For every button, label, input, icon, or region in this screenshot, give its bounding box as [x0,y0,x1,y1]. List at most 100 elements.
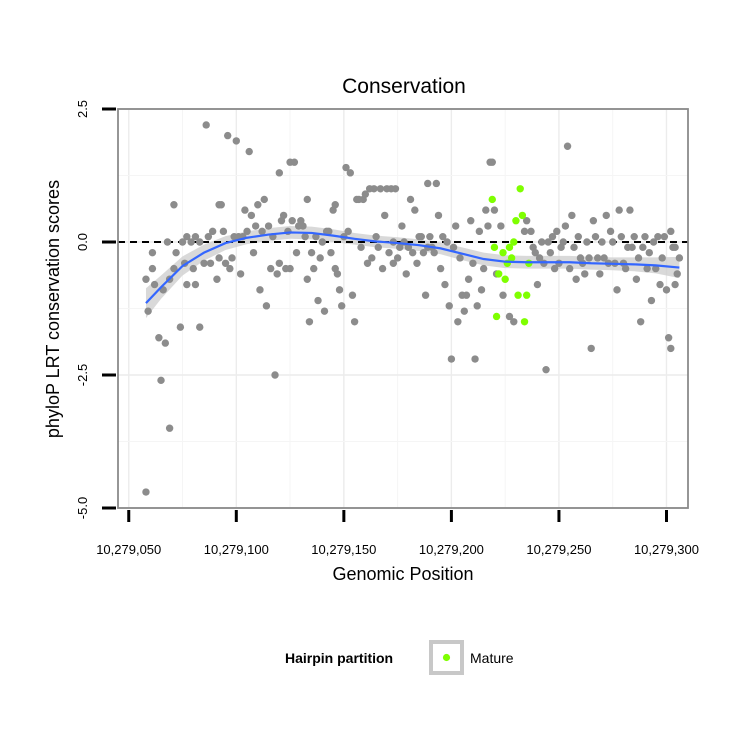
data-point [342,163,350,172]
x-tick-label: 10,279,100 [204,542,269,557]
smooth-line [145,231,680,304]
data-point [658,254,666,262]
data-point [436,264,445,273]
data-point [497,222,505,230]
data-point [434,211,443,220]
data-point [413,259,421,267]
data-point [600,254,608,262]
data-point [671,243,679,252]
data-point [361,190,370,198]
data-point [593,254,602,262]
data-point [256,286,264,294]
data-point [591,232,600,241]
data-point [200,259,208,267]
data-point [649,238,658,246]
data-point [449,243,458,252]
data-point [385,248,393,257]
data-point [467,217,475,225]
data-point [142,488,150,496]
data-point [445,302,453,310]
data-point [148,248,157,257]
data-point [368,254,376,262]
data-point [583,238,591,246]
y-axis: -5.0 -2.5 0.0 2.5 [75,100,116,519]
data-point [473,302,481,310]
data-point [258,227,266,236]
data-point [632,275,641,283]
data-point [335,286,344,294]
data-point [488,158,496,166]
data-point [451,222,460,230]
data-point [617,232,626,241]
data-point [260,195,268,204]
data-point [148,264,157,273]
data-point [288,217,296,225]
data-point [320,307,329,315]
data-point [236,270,245,278]
data-point [381,211,389,220]
data-point [411,206,419,214]
data-point [312,232,320,241]
data-point [393,254,402,262]
data-point [155,334,163,342]
data-point [531,248,539,257]
data-point [404,243,413,252]
data-point [548,232,557,241]
data-point [522,217,531,225]
data-point-mature [488,195,496,204]
data-point [647,296,656,305]
data-point [439,232,447,241]
data-point [370,185,378,193]
data-point-mature [501,275,509,283]
data-point [183,280,191,289]
data-point [305,318,314,326]
data-point [327,248,335,257]
data-point [376,185,385,193]
data-point [634,254,643,262]
data-point [299,222,307,230]
data-point [374,243,382,252]
data-point [183,232,191,241]
data-point [271,371,279,379]
data-point [570,243,578,252]
data-point [432,179,441,188]
data-point [389,259,398,267]
data-point [667,227,675,236]
legend-key-box [429,640,464,675]
data-point [344,227,352,236]
data-point [406,195,415,204]
points-mature [488,185,533,326]
data-point [232,137,241,145]
data-point [307,248,316,257]
data-point [490,206,499,214]
data-point [462,291,471,299]
data-point [221,259,230,267]
data-point [520,227,529,236]
plot-border [117,108,689,509]
data-point [421,291,430,299]
data-point [447,355,456,363]
data-point [424,179,432,188]
data-point [671,280,679,289]
data-point-mature [512,217,520,225]
legend: Hairpin partition Mature [285,640,514,675]
data-point [430,248,438,257]
data-point [561,222,570,230]
data-point [667,344,675,353]
data-point-mature [510,238,518,246]
data-point [645,248,653,257]
data-point [378,264,387,273]
data-point-mature [518,211,527,220]
data-point [196,238,204,246]
data-point [656,280,664,289]
data-point [662,286,671,294]
data-point-mature [516,185,524,193]
data-point [396,243,404,252]
data-point [391,185,400,193]
data-point [172,248,180,257]
data-point [254,201,262,209]
legend-key-mature-dot [442,653,451,662]
data-point-mature [505,243,514,252]
data-point-mature [520,318,529,326]
data-point [187,238,195,246]
